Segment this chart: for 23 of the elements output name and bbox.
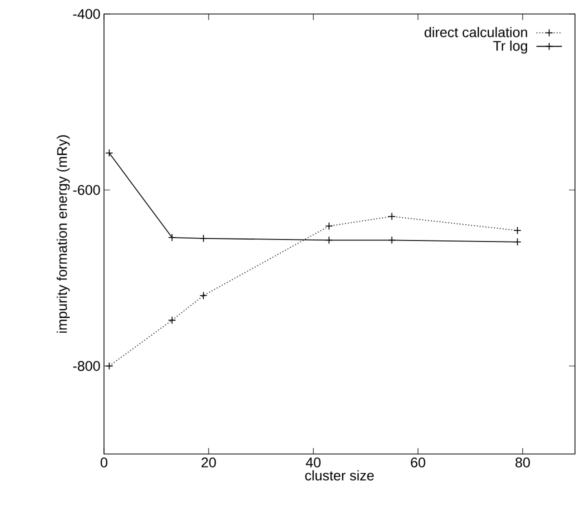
point [513, 238, 522, 246]
point [199, 292, 208, 300]
point [199, 234, 208, 242]
point [105, 149, 114, 157]
x-tick-label: 80 [516, 458, 530, 468]
y-tick-label: -800 [73, 361, 100, 371]
point [388, 236, 396, 244]
point [168, 234, 176, 242]
point [325, 236, 333, 244]
x-axis-title: cluster size [305, 470, 374, 480]
point [168, 316, 176, 324]
x-tick-label: 0 [100, 458, 108, 468]
point [388, 212, 396, 220]
x-tick-label: 20 [202, 458, 216, 468]
y-tick-label: -400 [73, 9, 100, 19]
x-tick-label: 40 [306, 458, 321, 468]
point [325, 222, 333, 230]
legend-label: Tr log [493, 40, 528, 54]
point [513, 226, 522, 234]
legend-label: direct calculation [424, 26, 528, 38]
y-axis-title: impurity formation energy (mRy) [56, 135, 70, 333]
x-tick-label: 60 [410, 458, 426, 468]
y-tick-label: -600 [73, 185, 100, 195]
